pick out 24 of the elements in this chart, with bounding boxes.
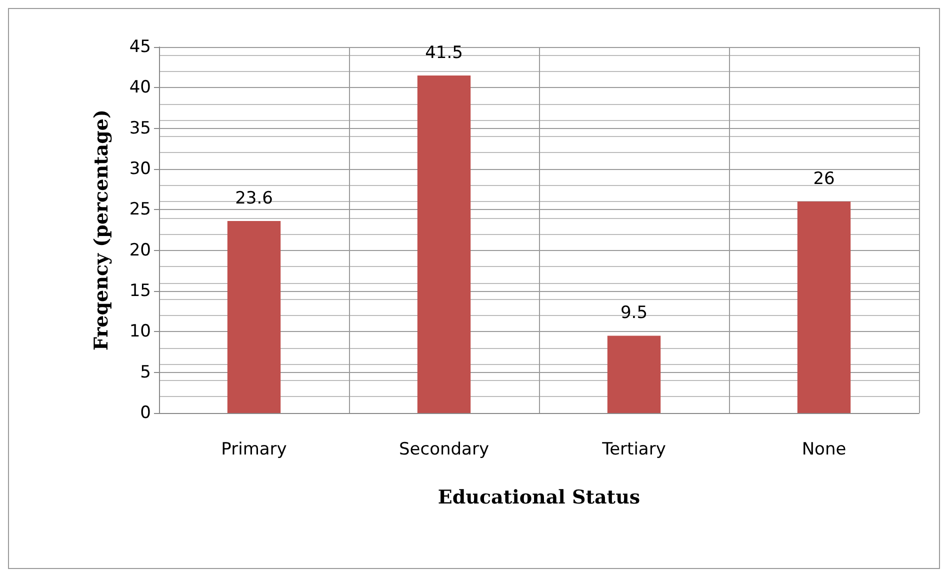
y-tick-label: 10	[129, 322, 151, 342]
x-tick-label: Primary	[221, 440, 287, 460]
y-tick-label: 0	[140, 403, 151, 423]
y-tick-label: 35	[129, 118, 151, 138]
y-axis-title: Freqency (percentage)	[90, 110, 112, 350]
y-tick-label: 15	[129, 281, 151, 301]
y-tick-label: 30	[129, 159, 151, 179]
x-tick-label: Tertiary	[601, 440, 666, 460]
bar	[797, 202, 851, 413]
bar	[607, 336, 661, 413]
data-label: 26	[813, 169, 835, 190]
y-tick-label: 25	[129, 200, 151, 220]
x-tick-label: None	[802, 440, 846, 460]
x-tick-label: Secondary	[398, 440, 490, 460]
data-label: 41.5	[425, 42, 463, 63]
data-label: 9.5	[620, 303, 648, 324]
bar	[227, 221, 281, 413]
data-label: 23.6	[235, 188, 273, 209]
y-tick-label: 5	[140, 362, 151, 382]
y-tick-label: 40	[129, 78, 151, 98]
x-axis-title: Educational Status	[438, 486, 640, 508]
y-tick-label: 20	[129, 240, 151, 260]
bar	[417, 75, 471, 413]
y-tick-label: 45	[129, 37, 151, 57]
